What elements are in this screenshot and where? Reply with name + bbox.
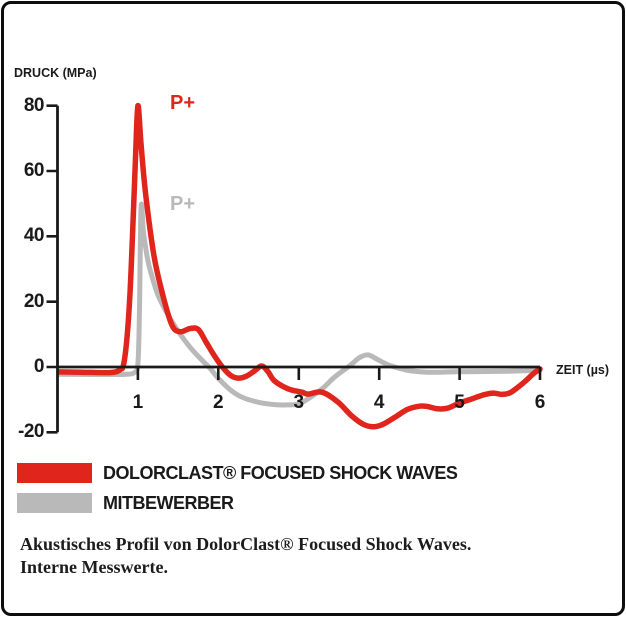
x-axis-title: ZEIT (µs) bbox=[556, 363, 610, 377]
x-tick-label-1: 1 bbox=[132, 392, 144, 413]
caption-line-2: Interne Messwerte. bbox=[20, 557, 168, 577]
y-tick-label-40: 40 bbox=[23, 225, 45, 247]
annotation-p-plus-dolorclast: P+ bbox=[170, 92, 196, 114]
y-tick-label-60: 60 bbox=[23, 160, 45, 181]
y-tick-label-0: 0 bbox=[33, 356, 45, 377]
x-tick-label-4: 4 bbox=[373, 392, 385, 413]
y-tick-label--20: -20 bbox=[18, 421, 44, 443]
caption-line-1: Akustisches Profil von DolorClast® Focus… bbox=[20, 534, 472, 554]
annotation-p-plus-mitbewerber: P+ bbox=[170, 193, 196, 215]
legend-item-dolorclast: DOLORCLAST® FOCUSED SHOCK WAVES bbox=[17, 463, 458, 483]
x-tick-label-5: 5 bbox=[454, 392, 465, 413]
legend-swatch-mitbewerber bbox=[17, 493, 92, 513]
caption: Akustisches Profil von DolorClast® Focus… bbox=[20, 533, 580, 579]
x-tick-label-2: 2 bbox=[213, 392, 224, 413]
tick-marks bbox=[46, 104, 542, 434]
x-tick-label-6: 6 bbox=[534, 392, 546, 413]
legend-label-dolorclast: DOLORCLAST® FOCUSED SHOCK WAVES bbox=[103, 463, 458, 483]
x-tick-label-3: 3 bbox=[293, 392, 305, 413]
y-axis-title: DRUCK (MPa) bbox=[14, 66, 97, 80]
legend-label-mitbewerber: MITBEWERBER bbox=[103, 493, 234, 513]
y-tick-label-20: 20 bbox=[23, 290, 45, 312]
y-tick-label-80: 80 bbox=[23, 94, 45, 116]
legend-item-mitbewerber: MITBEWERBER bbox=[17, 493, 234, 513]
legend-swatch-dolorclast bbox=[17, 463, 92, 483]
